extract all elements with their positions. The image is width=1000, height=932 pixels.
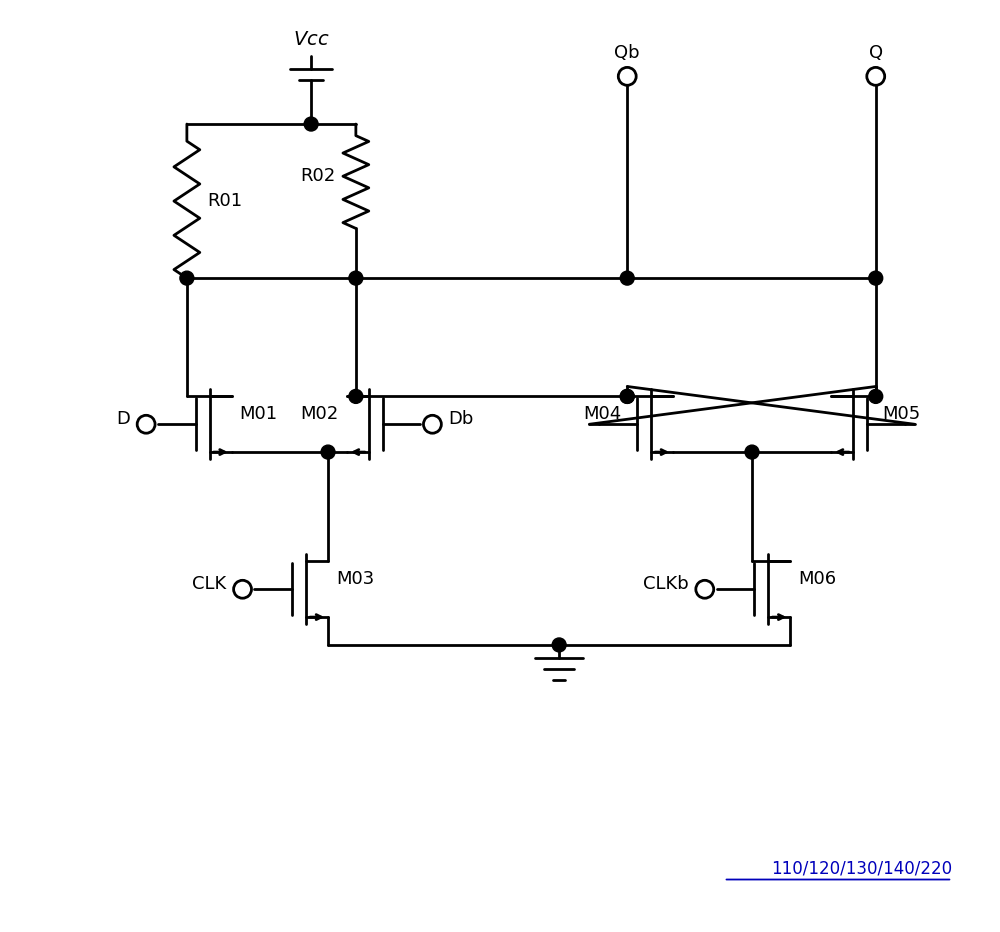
Circle shape xyxy=(321,445,335,459)
Text: M02: M02 xyxy=(301,405,339,423)
Circle shape xyxy=(137,416,155,433)
Circle shape xyxy=(552,638,566,651)
Text: Qb: Qb xyxy=(614,45,640,62)
Text: M01: M01 xyxy=(240,405,278,423)
Text: Q: Q xyxy=(869,45,883,62)
Circle shape xyxy=(180,271,194,285)
Text: $Vcc$: $Vcc$ xyxy=(293,30,329,48)
Text: CLK: CLK xyxy=(192,575,227,594)
Text: M03: M03 xyxy=(336,570,374,588)
Text: M05: M05 xyxy=(883,405,921,423)
Text: R02: R02 xyxy=(301,167,336,185)
Circle shape xyxy=(234,581,251,598)
Circle shape xyxy=(869,390,883,404)
Circle shape xyxy=(696,581,714,598)
Circle shape xyxy=(620,390,634,404)
Circle shape xyxy=(745,445,759,459)
Circle shape xyxy=(423,416,441,433)
Circle shape xyxy=(618,67,636,86)
Circle shape xyxy=(304,117,318,131)
Text: D: D xyxy=(116,410,130,429)
Text: CLKb: CLKb xyxy=(643,575,689,594)
Text: 110/120/130/140/220: 110/120/130/140/220 xyxy=(771,859,952,878)
Circle shape xyxy=(620,390,634,404)
Text: M06: M06 xyxy=(798,570,836,588)
Text: Db: Db xyxy=(448,410,474,429)
Circle shape xyxy=(620,271,634,285)
Circle shape xyxy=(869,271,883,285)
Circle shape xyxy=(867,67,885,86)
Circle shape xyxy=(349,271,363,285)
Text: R01: R01 xyxy=(207,192,242,210)
Circle shape xyxy=(349,390,363,404)
Text: M04: M04 xyxy=(583,405,621,423)
